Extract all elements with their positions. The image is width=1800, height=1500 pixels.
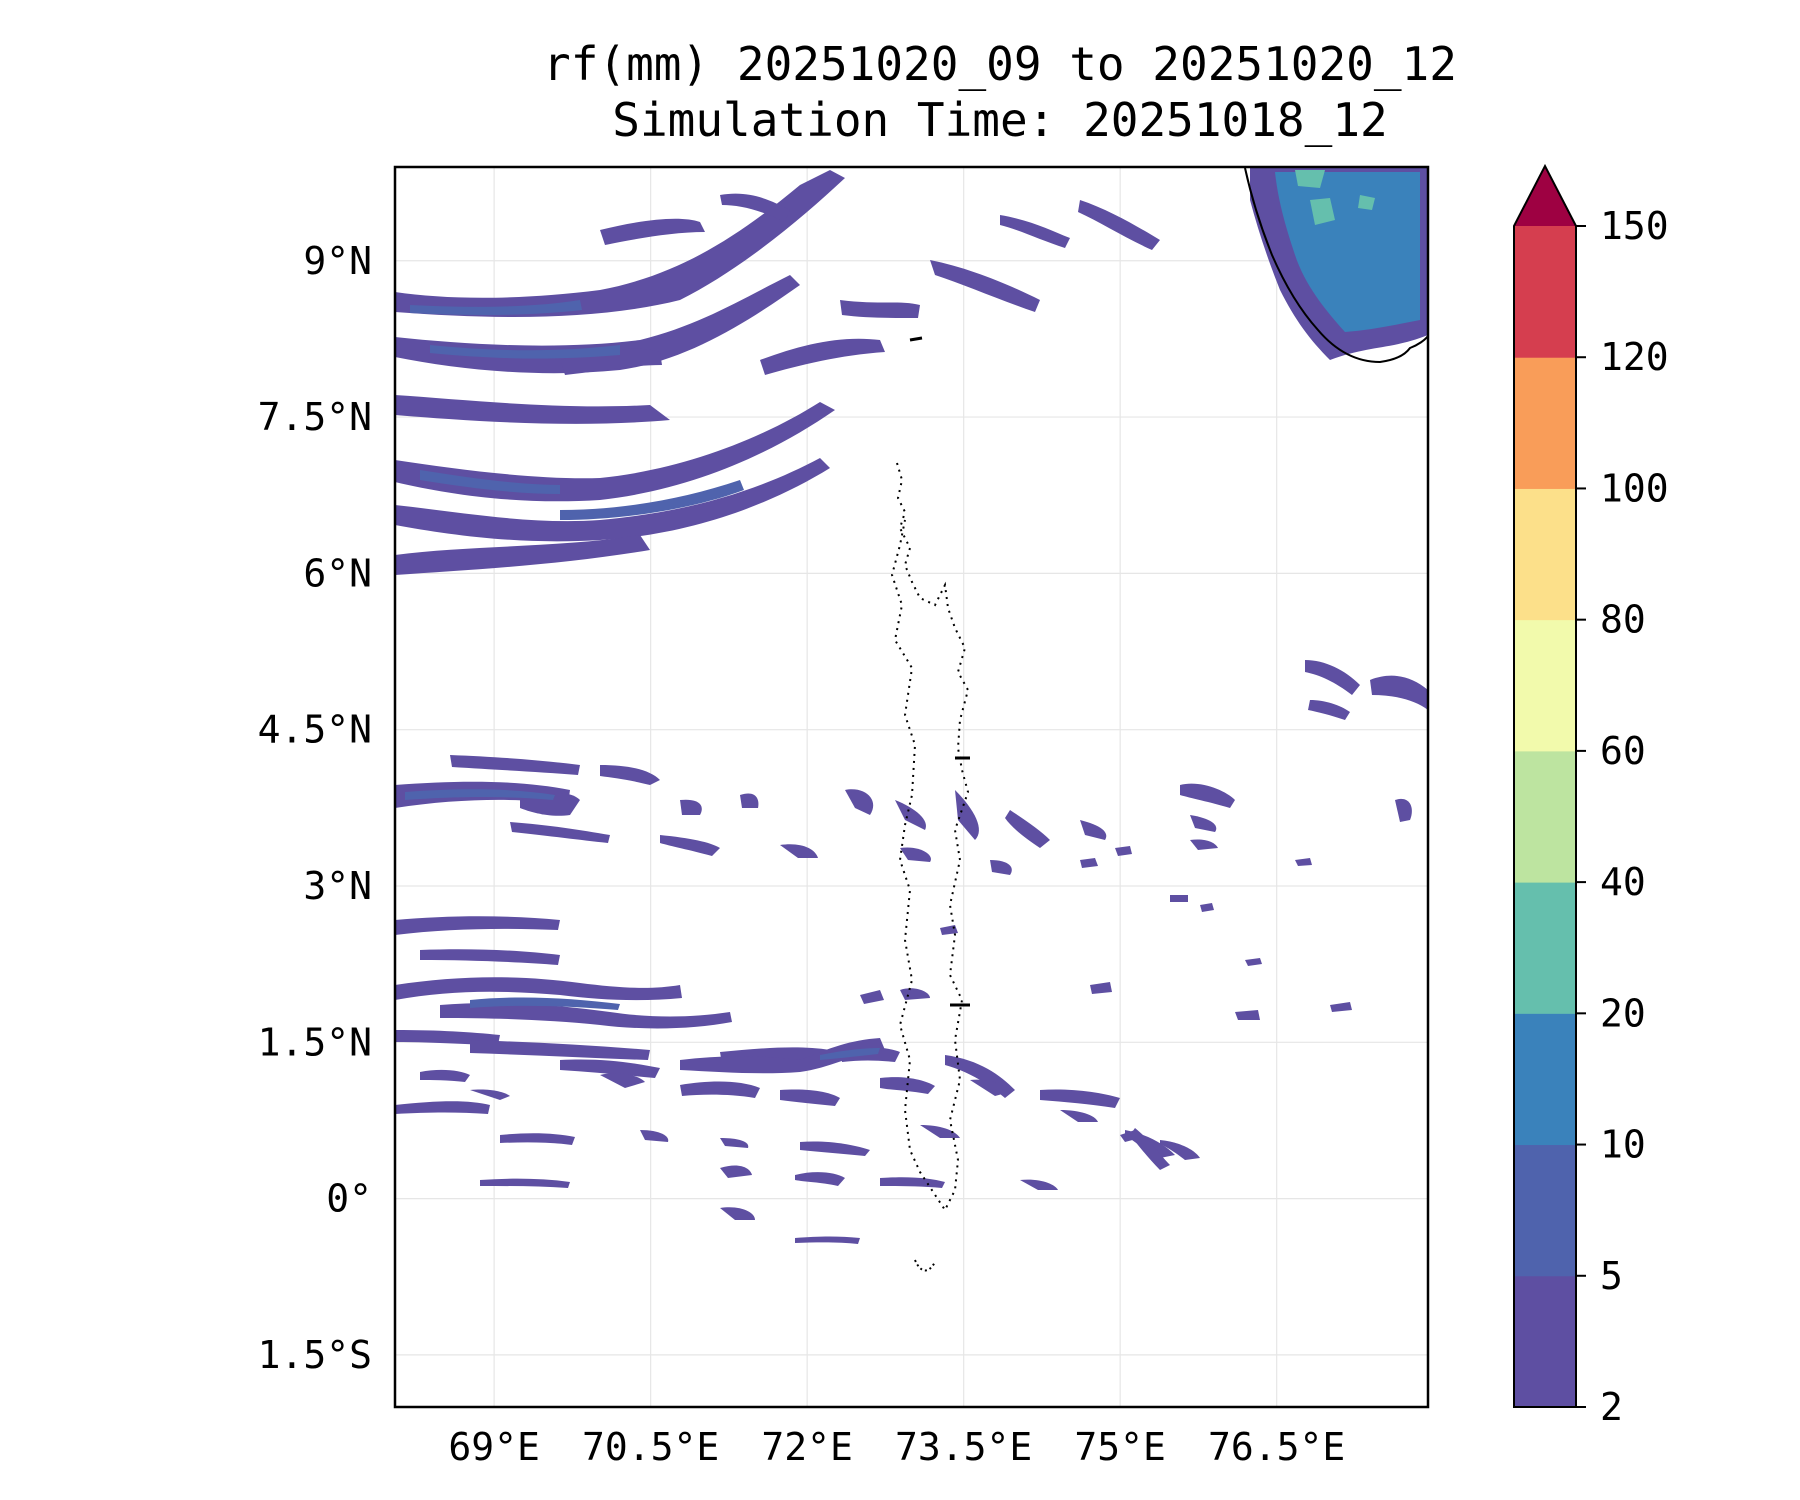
colorbar-label: 5 [1600,1254,1623,1298]
colorbar-extend-arrow [1514,166,1576,226]
map-panel: 69°E 70.5°E 72°E 73.5°E 75°E 76.5°E 9°N 7.5°N 6… [258,165,1430,1469]
colorbar-labels: 2 5 10 20 40 60 80 100 120 150 [1576,204,1669,1429]
island-mark [909,336,923,342]
colorbar-block [1514,619,1576,752]
colorbar-label: 100 [1600,466,1669,510]
y-axis-ticks: 9°N 7.5°N 6°N 4.5°N 3°N 1.5°N 0° 1.5°S [258,239,372,1377]
colorbar-label: 60 [1600,729,1646,773]
x-tick-label: 69°E [448,1425,540,1469]
rain-band-group-east [1090,660,1428,1020]
map-title-line-1: rf(mm) 20251020_09 to 20251020_12 [543,37,1457,91]
x-tick-label: 75°E [1074,1425,1166,1469]
colorbar-block [1514,488,1576,621]
colorbar-blocks [1514,226,1576,1408]
colorbar-label: 2 [1600,1385,1623,1429]
x-axis-ticks: 69°E 70.5°E 72°E 73.5°E 75°E 76.5°E [448,1425,1345,1469]
colorbar-block [1514,750,1576,883]
colorbar: 2 5 10 20 40 60 80 100 120 150 [1513,163,1669,1429]
colorbar-label: 10 [1600,1123,1646,1167]
y-tick-label: 9°N [303,239,372,283]
map-frame [393,165,1430,1409]
rainfall-field [395,167,1428,1272]
colorbar-block [1514,1275,1576,1408]
rain-band-group-northwest [395,170,1160,575]
colorbar-block [1514,1144,1576,1277]
colorbar-label: 150 [1600,204,1669,248]
colorbar-block [1514,226,1576,358]
colorbar-outline [1513,163,1577,1408]
y-tick-label: 1.5°S [258,1333,372,1377]
island-outline [914,1259,936,1272]
x-tick-label: 70.5°E [582,1425,719,1469]
colorbar-block [1514,882,1576,1014]
y-tick-label: 7.5°N [258,395,372,439]
x-tick-label: 72°E [761,1425,853,1469]
x-tick-label: 73.5°E [895,1425,1032,1469]
y-tick-label: 6°N [303,551,372,595]
y-tick-label: 4.5°N [258,708,372,752]
colorbar-label: 80 [1600,598,1646,642]
y-tick-label: 1.5°N [258,1020,372,1064]
colorbar-label: 120 [1600,335,1669,379]
colorbar-block [1514,357,1576,489]
y-tick-label: 0° [326,1177,372,1221]
colorbar-block [1514,1013,1576,1146]
colorbar-label: 20 [1600,991,1646,1035]
x-tick-label: 76.5°E [1208,1425,1345,1469]
gridlines [395,167,1428,1407]
map-title-line-2: Simulation Time: 20251018_12 [612,93,1388,147]
rain-band-group-south [395,755,1352,1244]
colorbar-label: 40 [1600,860,1646,904]
coastline [1244,167,1428,364]
y-tick-label: 3°N [303,864,372,908]
